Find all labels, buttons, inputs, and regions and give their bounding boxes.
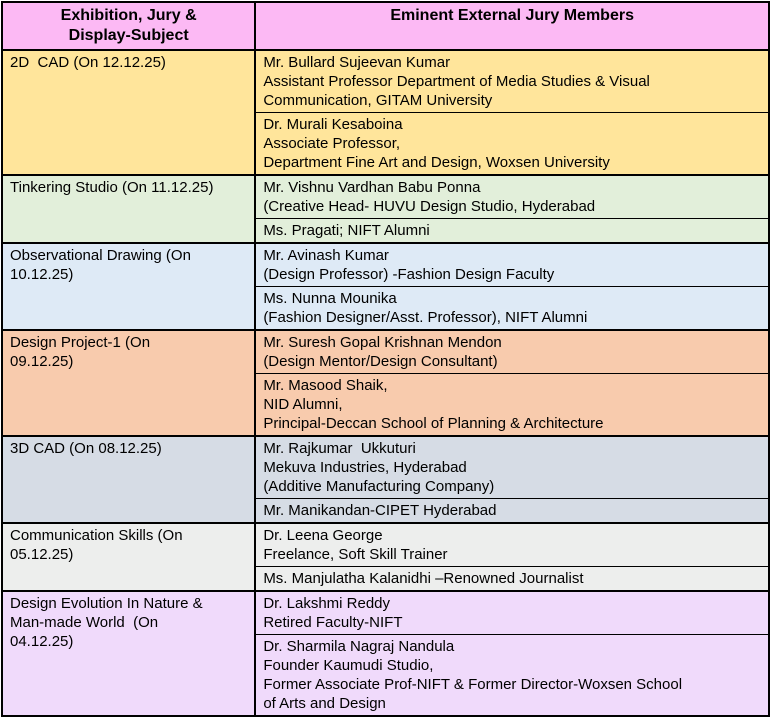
jury-member-cell: Mr. Bullard Sujeevan Kumar Assistant Prof… [254, 49, 770, 113]
text-line: (Design Mentor/Design Consultant) [263, 353, 498, 370]
text-line: Observational Drawing (On [10, 247, 191, 264]
subject-cell: Observational Drawing (On 10.12.25) [1, 242, 257, 331]
text-line: Dr. Lakshmi Reddy [263, 595, 391, 612]
text-line: Mr. Manikandan-CIPET Hyderabad [263, 502, 497, 519]
text-line: (Additive Manufacturing Company) [263, 478, 495, 495]
text-line: (Fashion Designer/Asst. Professor), NIFT… [263, 309, 588, 326]
jury-member-cell: Mr. Rajkumar Ukkuturi Mekuva Industries, … [254, 435, 770, 499]
text-line: Founder Kaumudi Studio, [263, 657, 434, 674]
jury-member-cell: Ms. Pragati; NIFT Alumni [254, 218, 770, 244]
text-line: Design Project-1 (On [10, 334, 151, 351]
jury-member-cell: Ms. Manjulatha Kalanidhi –Renowned Journ… [254, 566, 770, 592]
table-row: Observational Drawing (On 10.12.25) Mr. Av… [1, 242, 770, 331]
text-line: Mr. Masood Shaik, [263, 377, 388, 394]
text-line: Communication Skills (On [10, 527, 183, 544]
jury-member-cell: Mr. Masood Shaik, NID Alumni, Principal-De… [254, 373, 770, 437]
text-line: Mr. Avinash Kumar [263, 247, 389, 264]
text-line: Design Evolution In Nature & [10, 595, 203, 612]
text-line: Mr. Suresh Gopal Krishnan Mendon [263, 334, 502, 351]
text-line: Man-made World (On [10, 614, 159, 631]
table-row: Dr. Murali Kesaboina Associate Professor,… [2, 112, 770, 176]
text-line: Mr. Bullard Sujeevan Kumar [263, 54, 451, 71]
table-row: Ms. Nunna Mounika (Fashion Designer/Asst.… [2, 286, 770, 331]
jury-member-cell: Mr. Vishnu Vardhan Babu Ponna (Creative H… [254, 174, 770, 219]
text-line: Retired Faculty-NIFT [263, 614, 403, 631]
subject-cell: Design Project-1 (On 09.12.25) [1, 329, 257, 437]
jury-member-cell: Dr. Leena George Freelance, Soft Skill Tr… [254, 522, 770, 567]
table-row: Mr. Masood Shaik, NID Alumni, Principal-De… [2, 373, 770, 437]
text-line: Communication, GITAM University [263, 92, 493, 109]
text-line: 3D CAD (On 08.12.25) [10, 440, 162, 457]
text-line: Ms. Manjulatha Kalanidhi –Renowned Journ… [263, 570, 584, 587]
text-line: Former Associate Prof-NIFT & Former Dire… [263, 676, 683, 693]
text-line: 2D CAD (On 12.12.25) [10, 54, 166, 71]
text-line: NID Alumni, [263, 396, 343, 413]
table-row: 2D CAD (On 12.12.25) Mr. Bullard Sujeevan… [1, 49, 770, 176]
subject-cell: Design Evolution In Nature & Man-made Wor… [1, 590, 257, 717]
text-line: (Creative Head- HUVU Design Studio, Hyde… [263, 198, 596, 215]
table-row: Communication Skills (On 05.12.25) Dr. Lee… [1, 522, 770, 592]
table-body: 2D CAD (On 12.12.25) Mr. Bullard Sujeevan… [1, 49, 770, 717]
text-line: Principal-Deccan School of Planning & Ar… [263, 415, 604, 432]
table-row: Design Evolution In Nature & Man-made Wor… [1, 590, 770, 717]
subject-cell: 2D CAD (On 12.12.25) [1, 49, 257, 176]
text-line: Exhibition, Jury & [60, 7, 197, 24]
text-line: Ms. Nunna Mounika [263, 290, 397, 307]
text-line: Dr. Murali Kesaboina [263, 116, 403, 133]
table-row: Mr. Manikandan-CIPET Hyderabad [2, 498, 770, 524]
jury-member-cell: Mr. Suresh Gopal Krishnan Mendon (Design … [254, 329, 770, 374]
text-line: Mekuva Industries, Hyderabad [263, 459, 467, 476]
jury-member-cell: Dr. Murali Kesaboina Associate Professor,… [254, 112, 770, 176]
text-line: Dr. Sharmila Nagraj Nandula [263, 638, 455, 655]
jury-member-cell: Ms. Nunna Mounika (Fashion Designer/Asst.… [254, 286, 770, 331]
text-line: Assistant Professor Department of Media … [263, 73, 650, 90]
text-line: (Design Professor) -Fashion Design Facul… [263, 266, 555, 283]
header-row: Exhibition, Jury & Display-Subject Eminen… [1, 1, 770, 51]
text-line: 09.12.25) [10, 353, 74, 370]
text-line: 05.12.25) [10, 546, 74, 563]
text-line: 10.12.25) [10, 266, 74, 283]
subject-cell: Tinkering Studio (On 11.12.25) [1, 174, 257, 244]
text-line: Freelance, Soft Skill Trainer [263, 546, 448, 563]
text-line: Tinkering Studio (On 11.12.25) [10, 179, 214, 196]
text-line: Mr. Vishnu Vardhan Babu Ponna [263, 179, 481, 196]
jury-member-cell: Mr. Avinash Kumar (Design Professor) -Fas… [254, 242, 770, 287]
column-header-jury: Eminent External Jury Members [254, 1, 770, 51]
text-line: Mr. Rajkumar Ukkuturi [263, 440, 416, 457]
text-line: 04.12.25) [10, 633, 74, 650]
table-row: Design Project-1 (On 09.12.25) Mr. Suresh … [1, 329, 770, 437]
table-row: Tinkering Studio (On 11.12.25) Mr. Vishnu… [1, 174, 770, 244]
column-header-subject: Exhibition, Jury & Display-Subject [1, 1, 257, 51]
table-row: Ms. Pragati; NIFT Alumni [2, 218, 770, 244]
jury-member-cell: Mr. Manikandan-CIPET Hyderabad [254, 498, 770, 524]
table-row: 3D CAD (On 08.12.25) Mr. Rajkumar Ukkutur… [1, 435, 770, 524]
table-row: Ms. Manjulatha Kalanidhi –Renowned Journ… [2, 566, 770, 592]
text-line: Department Fine Art and Design, Woxsen U… [263, 154, 610, 171]
subject-cell: 3D CAD (On 08.12.25) [1, 435, 257, 524]
text-line: Ms. Pragati; NIFT Alumni [263, 222, 430, 239]
text-line: Eminent External Jury Members [390, 7, 634, 24]
jury-member-cell: Dr. Lakshmi Reddy Retired Faculty-NIFT [254, 590, 770, 635]
subject-cell: Communication Skills (On 05.12.25) [1, 522, 257, 592]
text-line: Associate Professor, [263, 135, 401, 152]
text-line: Dr. Leena George [263, 527, 383, 544]
text-line: Display-Subject [68, 27, 189, 44]
